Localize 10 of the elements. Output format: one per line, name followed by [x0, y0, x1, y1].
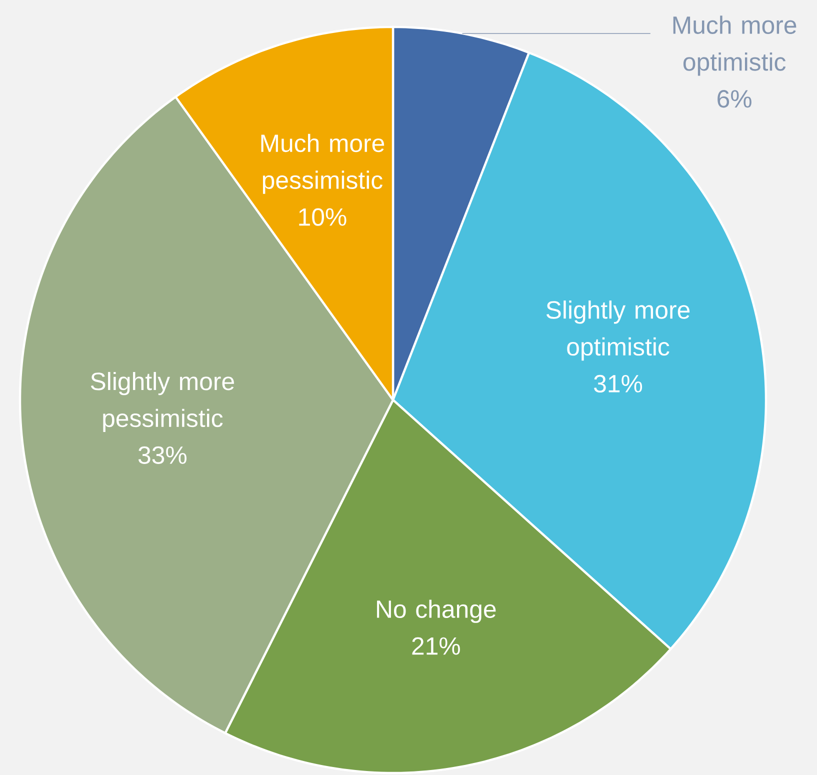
slice-label: Much more pessimistic [261, 134, 384, 194]
slice-label: Slightly more optimistic [546, 300, 690, 361]
data-label: 10% [299, 208, 346, 226]
data-label: 21% [412, 637, 460, 655]
slice-label: Slightly more pessimistic [90, 372, 234, 432]
slice-label: Much more optimistic [673, 16, 796, 76]
data-label: 31% [594, 374, 642, 393]
data-label: 33% [138, 446, 186, 464]
data-label: 6% [718, 90, 752, 108]
slice-label: No change [377, 600, 496, 623]
